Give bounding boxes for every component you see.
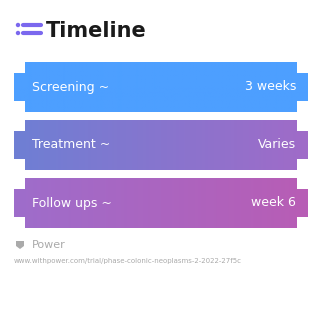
- Polygon shape: [14, 178, 25, 189]
- Text: Varies: Varies: [258, 139, 296, 151]
- Polygon shape: [14, 120, 25, 131]
- Text: www.withpower.com/trial/phase-colonic-neoplasms-2-2022-27f5c: www.withpower.com/trial/phase-colonic-ne…: [14, 258, 242, 264]
- Polygon shape: [14, 62, 25, 73]
- Polygon shape: [297, 159, 308, 170]
- Polygon shape: [297, 178, 308, 189]
- Polygon shape: [14, 62, 25, 73]
- Text: Treatment ~: Treatment ~: [32, 139, 110, 151]
- Circle shape: [17, 24, 20, 26]
- Text: Follow ups ~: Follow ups ~: [32, 197, 112, 210]
- Polygon shape: [16, 241, 24, 249]
- Polygon shape: [297, 159, 308, 170]
- Polygon shape: [297, 217, 308, 228]
- Circle shape: [17, 31, 20, 35]
- Polygon shape: [14, 217, 25, 228]
- Text: week 6: week 6: [251, 197, 296, 210]
- Polygon shape: [297, 62, 308, 73]
- Polygon shape: [297, 101, 308, 112]
- Polygon shape: [14, 159, 25, 170]
- Polygon shape: [297, 217, 308, 228]
- Polygon shape: [297, 101, 308, 112]
- Polygon shape: [14, 159, 25, 170]
- Text: Power: Power: [32, 240, 66, 250]
- Polygon shape: [14, 101, 25, 112]
- Text: 3 weeks: 3 weeks: [244, 80, 296, 94]
- Text: Screening ~: Screening ~: [32, 80, 109, 94]
- Polygon shape: [14, 178, 25, 189]
- Polygon shape: [14, 120, 25, 131]
- Polygon shape: [297, 178, 308, 189]
- Polygon shape: [14, 101, 25, 112]
- Polygon shape: [297, 120, 308, 131]
- Polygon shape: [14, 217, 25, 228]
- Polygon shape: [297, 120, 308, 131]
- Polygon shape: [297, 62, 308, 73]
- Text: Timeline: Timeline: [46, 21, 147, 41]
